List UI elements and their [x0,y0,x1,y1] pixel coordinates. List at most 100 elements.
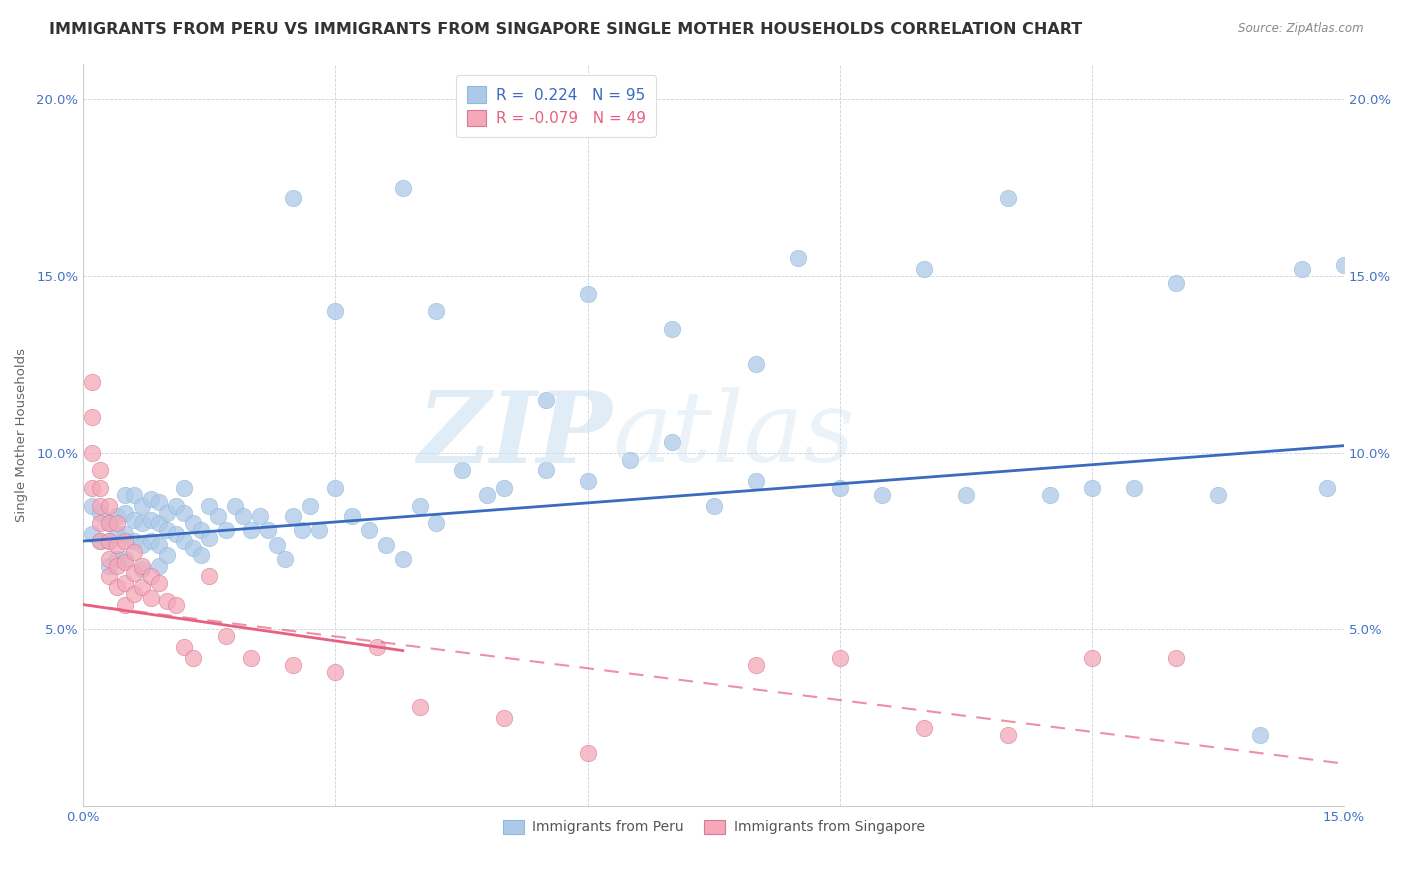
Point [997,191,1019,205]
Point [97,516,120,531]
Point [105,558,128,573]
Point [173,481,195,495]
Point [576,286,599,301]
Point [131,580,153,594]
Point [661,322,683,336]
Point [308,524,330,538]
Point [105,538,128,552]
Point [80,446,103,460]
Point [1164,276,1187,290]
Point [198,569,221,583]
Point [391,551,413,566]
Y-axis label: Single Mother Households: Single Mother Households [15,348,28,522]
Point [122,488,145,502]
Point [173,534,195,549]
Point [131,499,153,513]
Point [274,551,297,566]
Point [576,746,599,760]
Point [240,524,263,538]
Point [156,594,179,608]
Point [744,357,766,371]
Point [173,640,195,654]
Point [249,509,271,524]
Point [139,534,162,549]
Point [156,506,179,520]
Point [105,580,128,594]
Point [122,534,145,549]
Point [786,252,808,266]
Point [131,562,153,576]
Point [1333,259,1355,273]
Point [97,516,120,531]
Point [89,481,111,495]
Point [122,513,145,527]
Legend: Immigrants from Peru, Immigrants from Singapore: Immigrants from Peru, Immigrants from Si… [498,814,931,840]
Point [80,527,103,541]
Point [425,304,447,318]
Point [1164,650,1187,665]
Point [80,499,103,513]
Point [114,534,136,549]
Point [156,548,179,562]
Point [173,506,195,520]
Point [283,191,305,205]
Point [215,629,238,643]
Point [534,392,557,407]
Point [114,576,136,591]
Point [97,551,120,566]
Point [89,534,111,549]
Point [257,524,280,538]
Point [105,527,128,541]
Point [105,516,128,531]
Point [828,650,851,665]
Point [97,534,120,549]
Point [139,591,162,605]
Point [342,509,364,524]
Point [97,558,120,573]
Point [492,711,515,725]
Point [105,551,128,566]
Text: IMMIGRANTS FROM PERU VS IMMIGRANTS FROM SINGAPORE SINGLE MOTHER HOUSEHOLDS CORRE: IMMIGRANTS FROM PERU VS IMMIGRANTS FROM … [49,22,1083,37]
Point [97,569,120,583]
Point [744,657,766,672]
Point [492,92,515,106]
Point [114,555,136,569]
Text: Source: ZipAtlas.com: Source: ZipAtlas.com [1239,22,1364,36]
Point [703,499,725,513]
Point [148,538,170,552]
Point [80,375,103,389]
Point [374,538,396,552]
Point [283,509,305,524]
Point [148,558,170,573]
Point [114,506,136,520]
Point [450,463,472,477]
Text: atlas: atlas [613,387,856,483]
Point [325,304,347,318]
Point [997,728,1019,742]
Point [1249,728,1271,742]
Point [299,499,322,513]
Point [165,499,187,513]
Point [131,538,153,552]
Point [114,551,136,566]
Point [325,665,347,679]
Point [408,700,430,714]
Point [89,516,111,531]
Point [1081,650,1104,665]
Point [1122,481,1144,495]
Point [828,481,851,495]
Point [97,499,120,513]
Point [744,474,766,488]
Point [492,481,515,495]
Point [1291,262,1313,277]
Point [97,534,120,549]
Point [198,531,221,545]
Point [912,262,935,277]
Point [122,544,145,558]
Point [207,509,229,524]
Point [534,463,557,477]
Point [912,721,935,735]
Point [89,506,111,520]
Point [181,541,204,555]
Point [198,499,221,513]
